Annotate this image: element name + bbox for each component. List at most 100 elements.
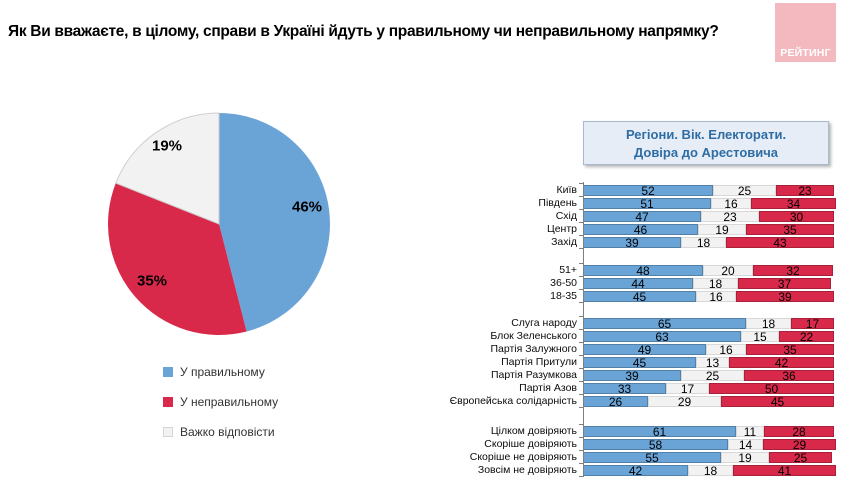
bar-value: 46	[633, 223, 648, 237]
bar-row-label: Партія Разумкова	[490, 369, 577, 381]
legend-item-hard-to-say: Важко відповісти	[163, 425, 278, 439]
axis-tick	[579, 263, 583, 264]
bar-segment-right: 39	[583, 370, 681, 382]
page-title: Як Ви вважаєте, в цілому, справи в Украї…	[8, 23, 719, 40]
bar-value: 44	[631, 277, 645, 291]
bar-segment-right: 42	[583, 465, 688, 477]
bar-value: 41	[777, 464, 792, 478]
bar-value: 25	[705, 369, 720, 383]
bar-segment-right: 65	[583, 318, 746, 330]
axis-tick	[579, 381, 583, 382]
bar-group-2: Слуга народу 65 18 17 Блок Зеленського 63 15 22…	[0, 316, 841, 409]
bar-value: 18	[761, 317, 776, 331]
bar-value: 19	[715, 223, 729, 237]
bar-row: Скоріше довіряють 58 14 29	[0, 438, 841, 452]
pie-legend: У правильному У неправильному Важко відп…	[163, 365, 279, 456]
bar-value: 42	[774, 356, 789, 370]
bar-segment-wrong: 32	[753, 265, 833, 277]
bar-row-label: Скоріше довіряють	[484, 438, 577, 450]
bar-value: 35	[783, 223, 797, 237]
bar-group-1: 51+ 48 20 32 36-50 44 18 37 18-35 45 16 39	[0, 263, 841, 304]
bar-segment-wrong: 23	[776, 185, 834, 197]
bar-row: Цілком довіряють 61 11 28	[0, 426, 841, 438]
bar-value: 58	[648, 438, 663, 452]
bar-segment-neutral: 16	[711, 197, 751, 211]
bar-row: Європейська солідарність 26 29 45	[0, 395, 841, 409]
bar-value: 29	[677, 395, 692, 409]
bar-segment-neutral: 18	[681, 236, 726, 250]
legend-swatch-blue	[163, 367, 173, 377]
axis-tick	[579, 355, 583, 356]
axis-tick	[579, 476, 583, 477]
bar-value: 16	[724, 197, 738, 211]
bar-value: 18	[696, 236, 711, 250]
bar-value: 52	[641, 184, 655, 198]
bar-segment-wrong: 29	[763, 439, 836, 451]
bar-value: 19	[738, 451, 752, 465]
bar-value: 13	[705, 356, 720, 370]
bar-segment-neutral: 18	[688, 464, 733, 478]
bar-segment-right: 45	[583, 357, 696, 369]
bar-value: 55	[645, 451, 659, 465]
bar-row: Партія Залужного 49 16 35	[0, 343, 841, 357]
axis-tick	[579, 248, 583, 249]
bar-segment-wrong: 37	[738, 278, 831, 290]
pie-slice-1	[107, 183, 247, 335]
bar-row-label: 18-35	[550, 290, 577, 302]
bar-row: Центр 46 19 35	[0, 223, 841, 237]
bar-row: Слуга народу 65 18 17	[0, 317, 841, 331]
bar-segment-right: 33	[583, 383, 666, 395]
bar-value: 45	[770, 395, 785, 409]
bar-segment-neutral: 11	[736, 426, 764, 438]
bar-segment-wrong: 36	[744, 369, 834, 383]
bar-row: Блок Зеленського 63 15 22	[0, 330, 841, 344]
pie-label-right-direction: 46%	[291, 198, 323, 216]
bar-row-label: Схід	[555, 210, 577, 222]
bar-value: 26	[608, 395, 623, 409]
bar-segment-neutral: 23	[701, 210, 759, 224]
bar-segment-right: 45	[583, 290, 696, 304]
legend-label: Важко відповісти	[180, 425, 275, 439]
bar-value: 39	[625, 236, 639, 250]
bar-segment-neutral: 17	[666, 383, 709, 395]
pie-label-hard-to-say: 19%	[151, 137, 183, 155]
axis-tick	[579, 276, 583, 277]
bar-value: 16	[719, 343, 733, 357]
bar-row-label: Скоріше не довіряють	[469, 451, 577, 463]
bar-value: 50	[764, 382, 779, 396]
axis-tick	[579, 424, 583, 425]
bar-value: 36	[782, 369, 796, 383]
bar-segment-neutral: 14	[728, 438, 763, 452]
bar-row-label: Європейська солідарність	[449, 395, 577, 407]
bar-segment-neutral: 18	[746, 317, 791, 331]
axis-tick	[579, 450, 583, 451]
bar-row: 36-50 44 18 37	[0, 277, 841, 291]
panel-header: Регіони. Вік. Електорати. Довіра до Арес…	[583, 121, 829, 165]
axis-tick	[579, 342, 583, 343]
bar-value: 23	[723, 210, 737, 224]
bar-value: 45	[632, 290, 647, 304]
bar-value: 39	[778, 290, 792, 304]
bar-value: 34	[786, 197, 801, 211]
axis-tick	[579, 209, 583, 210]
axis-tick	[579, 289, 583, 290]
bar-segment-wrong: 34	[751, 197, 836, 211]
bar-row-label: Блок Зеленського	[490, 330, 577, 342]
bar-segment-wrong: 28	[764, 426, 834, 438]
bar-row-label: 51+	[559, 264, 577, 276]
bar-segment-neutral: 16	[706, 343, 746, 357]
bar-value: 47	[635, 210, 649, 224]
bar-row: Південь 51 16 34	[0, 197, 841, 211]
bar-segment-right: 55	[583, 451, 721, 465]
bar-value: 51	[640, 197, 654, 211]
bar-segment-wrong: 22	[779, 331, 834, 343]
bar-segment-wrong: 17	[791, 318, 834, 330]
legend-label: У неправильному	[180, 395, 279, 409]
bar-value: 18	[703, 464, 718, 478]
bar-axis-line	[583, 182, 584, 477]
bar-segment-wrong: 39	[736, 290, 834, 304]
bar-value: 15	[753, 330, 767, 344]
bar-row: Схід 47 23 30	[0, 210, 841, 224]
bar-value: 14	[738, 438, 753, 452]
